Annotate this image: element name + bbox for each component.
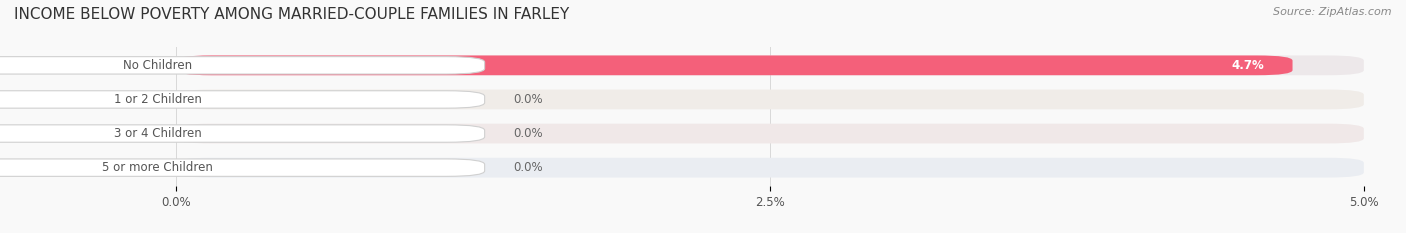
FancyBboxPatch shape — [176, 158, 1364, 178]
Text: INCOME BELOW POVERTY AMONG MARRIED-COUPLE FAMILIES IN FARLEY: INCOME BELOW POVERTY AMONG MARRIED-COUPL… — [14, 7, 569, 22]
Text: 0.0%: 0.0% — [513, 127, 543, 140]
FancyBboxPatch shape — [0, 159, 485, 176]
Text: 5 or more Children: 5 or more Children — [103, 161, 214, 174]
Text: Source: ZipAtlas.com: Source: ZipAtlas.com — [1274, 7, 1392, 17]
FancyBboxPatch shape — [176, 55, 1364, 75]
Text: 0.0%: 0.0% — [513, 93, 543, 106]
FancyBboxPatch shape — [0, 125, 485, 142]
FancyBboxPatch shape — [176, 55, 1292, 75]
Text: 4.7%: 4.7% — [1232, 59, 1264, 72]
FancyBboxPatch shape — [0, 91, 485, 108]
FancyBboxPatch shape — [176, 89, 1364, 109]
Text: 0.0%: 0.0% — [513, 161, 543, 174]
Text: No Children: No Children — [124, 59, 193, 72]
FancyBboxPatch shape — [176, 124, 1364, 144]
FancyBboxPatch shape — [0, 57, 485, 74]
Text: 3 or 4 Children: 3 or 4 Children — [114, 127, 202, 140]
Text: 1 or 2 Children: 1 or 2 Children — [114, 93, 202, 106]
